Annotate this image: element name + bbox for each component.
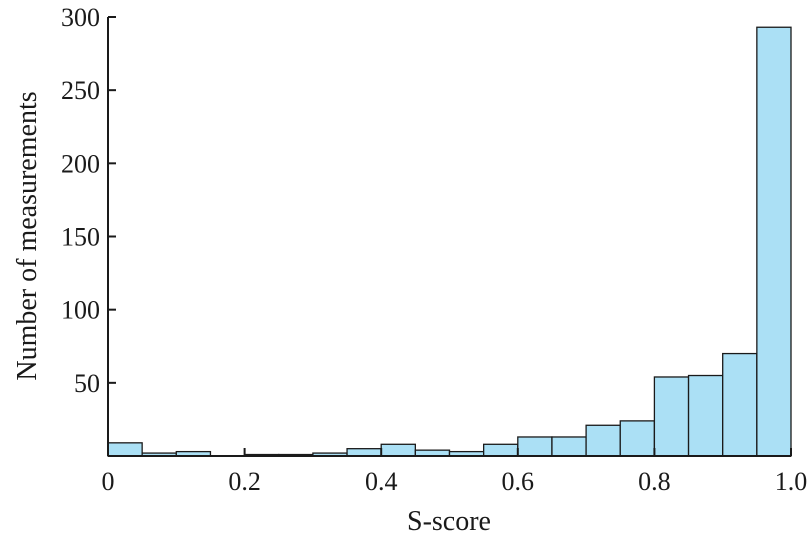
histogram-bar (107, 442, 143, 457)
x-tick-label: 0.6 (502, 467, 535, 496)
x-tick-label: 0.8 (638, 467, 671, 496)
x-tick-label: 0.2 (228, 467, 261, 496)
y-axis-title: Number of measurements (12, 91, 43, 380)
histogram-bar (756, 26, 792, 457)
x-tick-label: 0 (102, 467, 115, 496)
histogram-bar (517, 436, 553, 457)
x-tick-label: 1.0 (775, 467, 808, 496)
y-tick-label: 200 (61, 149, 100, 178)
histogram-bar (346, 448, 382, 457)
y-tick-label: 100 (61, 296, 100, 325)
histogram-bar (380, 443, 417, 457)
y-tick-label: 50 (74, 369, 100, 398)
histogram-bar (551, 436, 587, 457)
y-tick-label: 300 (61, 3, 100, 32)
y-tick-label: 150 (61, 223, 100, 252)
histogram-bar (722, 352, 758, 457)
x-tick-label: 0.4 (365, 467, 398, 496)
ticks-group: 0 0.2 0.4 0.6 0.8 1.0 50 100 150 200 250 300 (61, 3, 807, 496)
histogram-bar (482, 443, 519, 457)
y-tick-label: 250 (61, 76, 100, 105)
histogram-bar (653, 376, 690, 457)
x-axis-title: S-score (407, 506, 491, 537)
histogram-bar (619, 420, 656, 457)
histogram-bar (585, 424, 621, 457)
histogram-bar (687, 374, 724, 457)
bars-group (107, 26, 792, 457)
